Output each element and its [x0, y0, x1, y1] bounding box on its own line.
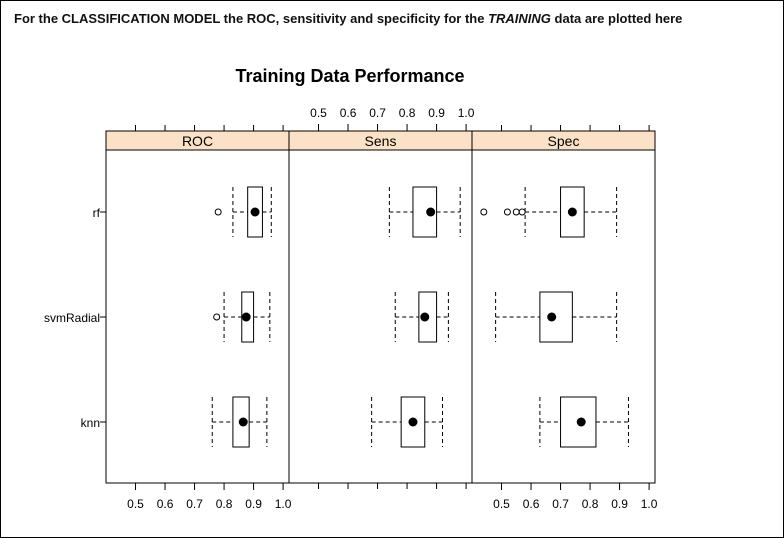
- tick-label: 0.9: [245, 497, 262, 511]
- axis-sens: 0.5 0.6 0.7 0.8 0.9 1.0: [310, 106, 475, 489]
- tick-label: 0.6: [523, 497, 540, 511]
- panel-strip-label: Spec: [548, 133, 580, 149]
- tick-label: 0.6: [157, 497, 174, 511]
- box-iqr: [539, 291, 573, 343]
- tick-label: 0.5: [493, 497, 510, 511]
- panel-strip-label: ROC: [182, 133, 213, 149]
- box-knn: [371, 396, 443, 448]
- panel-strip-label: Sens: [365, 133, 397, 149]
- box-median: [576, 417, 586, 427]
- box-svmRadial: [495, 291, 618, 343]
- tick-label: 0.7: [552, 497, 569, 511]
- panel-strip: [106, 131, 289, 150]
- box-knn: [211, 396, 268, 448]
- caption-prefix: For the CLASSIFICATION MODEL the ROC, se…: [14, 11, 489, 26]
- box-iqr: [247, 186, 263, 238]
- box-outlier: [214, 208, 222, 216]
- box-iqr: [418, 291, 438, 343]
- tick-label: 0.8: [216, 497, 233, 511]
- box-median: [250, 207, 260, 217]
- box-rf: [480, 186, 618, 238]
- panel-spec: Spec 0.5 0.6 0.7 0.8 0.9 1.0: [472, 125, 658, 511]
- box-outlier: [213, 313, 221, 321]
- model-label-svmRadial: svmRadial: [44, 311, 100, 325]
- box-knn: [539, 396, 629, 448]
- panel-border: [105, 130, 290, 484]
- box-median: [408, 417, 418, 427]
- box-median: [238, 417, 248, 427]
- box-svmRadial: [213, 291, 271, 343]
- axis-spec: 0.5 0.6 0.7 0.8 0.9 1.0: [493, 125, 658, 511]
- box-median: [567, 207, 577, 217]
- chart-title: Training Data Performance: [235, 66, 464, 86]
- box-median: [420, 312, 430, 322]
- tick-label: 1.0: [458, 106, 475, 120]
- box-iqr: [412, 186, 438, 238]
- tick-label: 0.8: [399, 106, 416, 120]
- panel-roc: ROC 0.5 0.6 0.7 0.8 0.9 1.0: [106, 125, 292, 511]
- box-outlier: [512, 208, 520, 216]
- box-iqr: [560, 186, 585, 238]
- box-median: [547, 312, 557, 322]
- box-iqr: [400, 396, 426, 448]
- panel-border: [471, 130, 656, 484]
- tick-label: 0.6: [340, 106, 357, 120]
- tick-label: 0.9: [428, 106, 445, 120]
- box-rf: [388, 186, 461, 238]
- panel-border: [288, 130, 473, 484]
- box-outlier: [503, 208, 511, 216]
- model-label-knn: knn: [81, 416, 100, 430]
- figure-caption: For the CLASSIFICATION MODEL the ROC, se…: [14, 11, 682, 26]
- box-iqr: [232, 396, 250, 448]
- tick-label: 0.9: [611, 497, 628, 511]
- axis-roc: 0.5 0.6 0.7 0.8 0.9 1.0: [127, 125, 292, 511]
- box-median: [426, 207, 436, 217]
- panel-strip: [289, 131, 472, 150]
- box-outlier: [518, 208, 526, 216]
- tick-label: 0.8: [582, 497, 599, 511]
- model-label-rf: rf: [93, 206, 101, 220]
- panel-borders: [100, 130, 656, 484]
- box-iqr: [560, 396, 597, 448]
- caption-suffix: data are plotted here: [550, 11, 683, 26]
- box-rf: [214, 186, 272, 238]
- box-svmRadial: [394, 291, 449, 343]
- tick-label: 0.7: [369, 106, 386, 120]
- box-median: [241, 312, 251, 322]
- tick-label: 0.7: [186, 497, 203, 511]
- tick-label: 0.5: [310, 106, 327, 120]
- tick-label: 0.5: [127, 497, 144, 511]
- caption-emphasis: TRAINING: [488, 11, 551, 26]
- panel-strip: [472, 131, 655, 150]
- box-outlier: [480, 208, 488, 216]
- panel-sens: Sens 0.5 0.6 0.7 0.8 0.9 1.0: [289, 106, 475, 489]
- tick-label: 1.0: [275, 497, 292, 511]
- tick-label: 1.0: [641, 497, 658, 511]
